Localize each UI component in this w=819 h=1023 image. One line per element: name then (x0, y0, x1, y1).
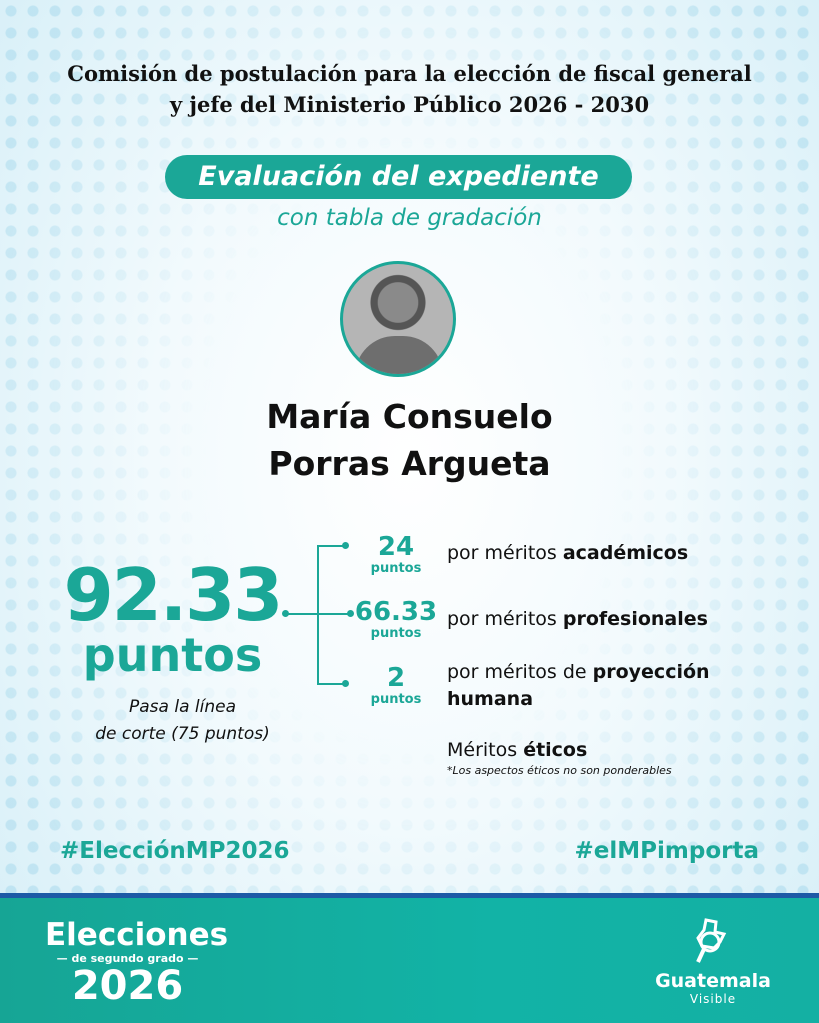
human-projection-score: 2 puntos (370, 663, 422, 707)
academic-label: por méritos académicos (447, 542, 689, 564)
guatemala-visible-logo: Guatemala Visible (648, 918, 778, 1006)
note-line: Pasa la línea (129, 697, 236, 717)
total-score-unit: puntos (82, 628, 263, 682)
candidate-photo (340, 261, 456, 377)
ethics-label: Méritos éticos (447, 739, 588, 761)
bracket-line (317, 545, 345, 547)
connector-dot (282, 610, 289, 617)
academic-score: 24 puntos (370, 532, 422, 576)
connector-dot (342, 542, 349, 549)
section-subtitle: con tabla de gradación (277, 205, 542, 231)
hashtag-right: #elMPimporta (574, 838, 759, 864)
title-line: y jefe del Ministerio Público 2026 - 203… (169, 92, 650, 117)
note-line: de corte (75 puntos) (95, 724, 270, 744)
bracket-line (317, 683, 345, 685)
total-score: 92.33 (63, 553, 284, 637)
footer: Elecciones — de segundo grado —2026 Guate… (0, 893, 819, 1023)
cutoff-note: Pasa la línea de corte (75 puntos) (55, 694, 310, 748)
professional-score: 66.33 puntos (354, 597, 438, 641)
bracket-line (317, 545, 319, 685)
elecciones-logo: Elecciones — de segundo grado —2026 (45, 917, 229, 1009)
connector-dot (347, 610, 354, 617)
ethics-note: *Los aspectos éticos no son ponderables (447, 764, 672, 777)
page-title: Comisión de postulación para la elección… (0, 58, 819, 120)
guatemala-map-magnifier-icon (696, 918, 727, 963)
name-line: Porras Argueta (268, 444, 551, 483)
professional-label: por méritos profesionales (447, 608, 708, 630)
connector-dot (342, 680, 349, 687)
section-banner: Evaluación del expediente (165, 155, 632, 199)
candidate-name: María Consuelo Porras Argueta (0, 393, 819, 487)
human-projection-label: por méritos de proyección humana (447, 661, 710, 710)
title-line: Comisión de postulación para la elección… (67, 61, 752, 86)
name-line: María Consuelo (266, 397, 553, 436)
hashtag-left: #ElecciónMP2026 (60, 838, 290, 864)
